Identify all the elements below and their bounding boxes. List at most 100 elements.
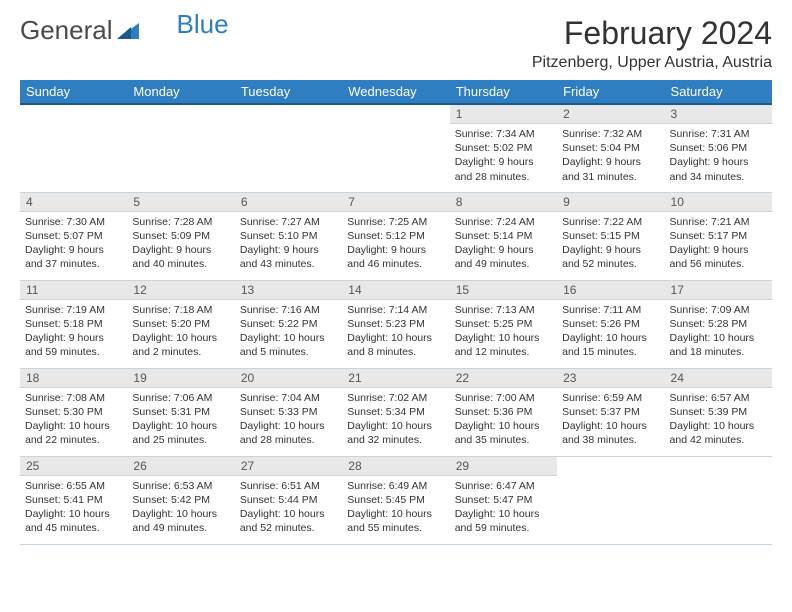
calendar-cell: 9Sunrise: 7:22 AMSunset: 5:15 PMDaylight… (557, 192, 664, 280)
day-body: Sunrise: 7:13 AMSunset: 5:25 PMDaylight:… (450, 300, 557, 363)
day-number: 27 (235, 457, 342, 476)
triangle-icon (117, 15, 139, 46)
day-body: Sunrise: 7:30 AMSunset: 5:07 PMDaylight:… (20, 212, 127, 275)
calendar-cell: 2Sunrise: 7:32 AMSunset: 5:04 PMDaylight… (557, 104, 664, 192)
day-number: 5 (127, 193, 234, 212)
day-number: 12 (127, 281, 234, 300)
calendar-week-row: 4Sunrise: 7:30 AMSunset: 5:07 PMDaylight… (20, 192, 772, 280)
day-body: Sunrise: 6:55 AMSunset: 5:41 PMDaylight:… (20, 476, 127, 539)
calendar-week-row: 18Sunrise: 7:08 AMSunset: 5:30 PMDayligh… (20, 368, 772, 456)
calendar-cell: 24Sunrise: 6:57 AMSunset: 5:39 PMDayligh… (665, 368, 772, 456)
day-number: 24 (665, 369, 772, 388)
day-number: 6 (235, 193, 342, 212)
day-number: 14 (342, 281, 449, 300)
day-header-row: Sunday Monday Tuesday Wednesday Thursday… (20, 80, 772, 104)
day-number: 7 (342, 193, 449, 212)
day-number: 20 (235, 369, 342, 388)
day-body: Sunrise: 7:16 AMSunset: 5:22 PMDaylight:… (235, 300, 342, 363)
day-number: 3 (665, 105, 772, 124)
day-header: Friday (557, 80, 664, 104)
day-number: 9 (557, 193, 664, 212)
day-body: Sunrise: 7:04 AMSunset: 5:33 PMDaylight:… (235, 388, 342, 451)
calendar-cell (665, 456, 772, 544)
calendar-cell (235, 104, 342, 192)
calendar-cell: 13Sunrise: 7:16 AMSunset: 5:22 PMDayligh… (235, 280, 342, 368)
calendar-cell: 16Sunrise: 7:11 AMSunset: 5:26 PMDayligh… (557, 280, 664, 368)
calendar-cell: 21Sunrise: 7:02 AMSunset: 5:34 PMDayligh… (342, 368, 449, 456)
day-body: Sunrise: 7:32 AMSunset: 5:04 PMDaylight:… (557, 124, 664, 187)
day-body: Sunrise: 6:47 AMSunset: 5:47 PMDaylight:… (450, 476, 557, 539)
calendar-body: 1Sunrise: 7:34 AMSunset: 5:02 PMDaylight… (20, 104, 772, 544)
day-header: Tuesday (235, 80, 342, 104)
logo: General Blue (20, 15, 229, 46)
day-number: 18 (20, 369, 127, 388)
location-text: Pitzenberg, Upper Austria, Austria (532, 54, 772, 72)
day-number: 10 (665, 193, 772, 212)
day-number: 28 (342, 457, 449, 476)
day-number: 15 (450, 281, 557, 300)
calendar-cell (342, 104, 449, 192)
calendar-cell: 28Sunrise: 6:49 AMSunset: 5:45 PMDayligh… (342, 456, 449, 544)
calendar-cell: 19Sunrise: 7:06 AMSunset: 5:31 PMDayligh… (127, 368, 234, 456)
calendar-cell: 11Sunrise: 7:19 AMSunset: 5:18 PMDayligh… (20, 280, 127, 368)
calendar-cell (127, 104, 234, 192)
day-body: Sunrise: 7:14 AMSunset: 5:23 PMDaylight:… (342, 300, 449, 363)
day-body: Sunrise: 7:18 AMSunset: 5:20 PMDaylight:… (127, 300, 234, 363)
calendar-cell: 3Sunrise: 7:31 AMSunset: 5:06 PMDaylight… (665, 104, 772, 192)
day-body: Sunrise: 7:11 AMSunset: 5:26 PMDaylight:… (557, 300, 664, 363)
day-body: Sunrise: 6:57 AMSunset: 5:39 PMDaylight:… (665, 388, 772, 451)
calendar-cell: 29Sunrise: 6:47 AMSunset: 5:47 PMDayligh… (450, 456, 557, 544)
day-number: 26 (127, 457, 234, 476)
day-number: 29 (450, 457, 557, 476)
title-block: February 2024 Pitzenberg, Upper Austria,… (532, 15, 772, 72)
day-body: Sunrise: 7:34 AMSunset: 5:02 PMDaylight:… (450, 124, 557, 187)
calendar-cell: 17Sunrise: 7:09 AMSunset: 5:28 PMDayligh… (665, 280, 772, 368)
day-body: Sunrise: 7:19 AMSunset: 5:18 PMDaylight:… (20, 300, 127, 363)
day-number: 4 (20, 193, 127, 212)
day-body: Sunrise: 6:49 AMSunset: 5:45 PMDaylight:… (342, 476, 449, 539)
calendar-cell: 1Sunrise: 7:34 AMSunset: 5:02 PMDaylight… (450, 104, 557, 192)
day-body: Sunrise: 6:51 AMSunset: 5:44 PMDaylight:… (235, 476, 342, 539)
day-body: Sunrise: 7:31 AMSunset: 5:06 PMDaylight:… (665, 124, 772, 187)
calendar-cell: 15Sunrise: 7:13 AMSunset: 5:25 PMDayligh… (450, 280, 557, 368)
calendar-week-row: 25Sunrise: 6:55 AMSunset: 5:41 PMDayligh… (20, 456, 772, 544)
calendar-cell: 23Sunrise: 6:59 AMSunset: 5:37 PMDayligh… (557, 368, 664, 456)
calendar-week-row: 11Sunrise: 7:19 AMSunset: 5:18 PMDayligh… (20, 280, 772, 368)
day-header: Thursday (450, 80, 557, 104)
day-header: Sunday (20, 80, 127, 104)
day-header: Wednesday (342, 80, 449, 104)
day-number: 16 (557, 281, 664, 300)
day-number: 11 (20, 281, 127, 300)
day-header: Monday (127, 80, 234, 104)
calendar-cell: 18Sunrise: 7:08 AMSunset: 5:30 PMDayligh… (20, 368, 127, 456)
day-body: Sunrise: 7:08 AMSunset: 5:30 PMDaylight:… (20, 388, 127, 451)
calendar-cell: 12Sunrise: 7:18 AMSunset: 5:20 PMDayligh… (127, 280, 234, 368)
calendar-cell: 4Sunrise: 7:30 AMSunset: 5:07 PMDaylight… (20, 192, 127, 280)
day-body: Sunrise: 7:28 AMSunset: 5:09 PMDaylight:… (127, 212, 234, 275)
day-number: 1 (450, 105, 557, 124)
day-number: 23 (557, 369, 664, 388)
calendar-week-row: 1Sunrise: 7:34 AMSunset: 5:02 PMDaylight… (20, 104, 772, 192)
calendar-cell: 26Sunrise: 6:53 AMSunset: 5:42 PMDayligh… (127, 456, 234, 544)
day-body: Sunrise: 7:27 AMSunset: 5:10 PMDaylight:… (235, 212, 342, 275)
calendar-cell: 10Sunrise: 7:21 AMSunset: 5:17 PMDayligh… (665, 192, 772, 280)
calendar-cell (557, 456, 664, 544)
logo-text-2: Blue (177, 9, 229, 40)
day-body: Sunrise: 7:25 AMSunset: 5:12 PMDaylight:… (342, 212, 449, 275)
day-body: Sunrise: 6:53 AMSunset: 5:42 PMDaylight:… (127, 476, 234, 539)
day-number: 22 (450, 369, 557, 388)
header: General Blue February 2024 Pitzenberg, U… (20, 15, 772, 72)
day-body: Sunrise: 7:24 AMSunset: 5:14 PMDaylight:… (450, 212, 557, 275)
day-number: 8 (450, 193, 557, 212)
calendar-cell: 22Sunrise: 7:00 AMSunset: 5:36 PMDayligh… (450, 368, 557, 456)
page-title: February 2024 (532, 15, 772, 52)
day-number: 21 (342, 369, 449, 388)
day-body: Sunrise: 7:00 AMSunset: 5:36 PMDaylight:… (450, 388, 557, 451)
day-number: 25 (20, 457, 127, 476)
calendar-cell: 5Sunrise: 7:28 AMSunset: 5:09 PMDaylight… (127, 192, 234, 280)
day-body: Sunrise: 7:09 AMSunset: 5:28 PMDaylight:… (665, 300, 772, 363)
calendar-table: Sunday Monday Tuesday Wednesday Thursday… (20, 80, 772, 545)
day-number: 19 (127, 369, 234, 388)
day-number: 13 (235, 281, 342, 300)
calendar-cell (20, 104, 127, 192)
